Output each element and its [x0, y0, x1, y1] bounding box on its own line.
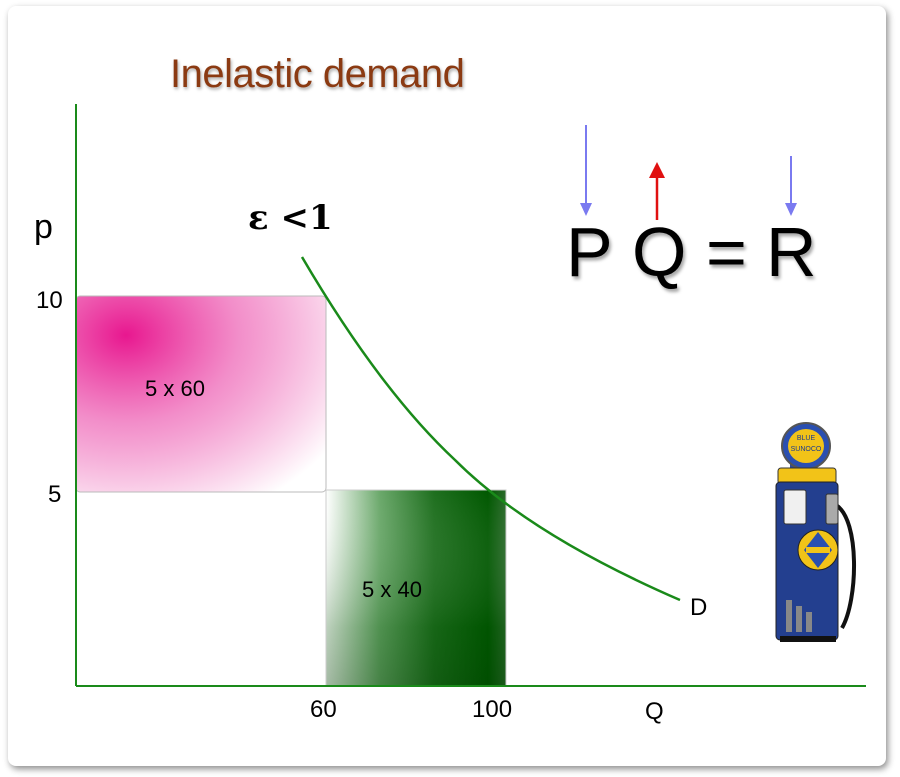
x-axis-label: Q [645, 698, 664, 725]
equation-q: Q [632, 213, 687, 291]
equation-p: P [566, 213, 613, 291]
y-axis-label: p [34, 208, 53, 246]
slide-title: Inelastic demand [170, 52, 465, 96]
x-tick-60: 60 [310, 696, 337, 723]
curve-label: D [690, 594, 708, 621]
area-pink-label: 5 x 60 [145, 376, 205, 401]
demand-curve [300, 256, 681, 602]
x-tick-100: 100 [472, 696, 513, 723]
pump-sign-top: BLUE [797, 435, 816, 442]
y-tick-10: 10 [36, 287, 63, 314]
equation-r: R [766, 213, 817, 291]
pump-sign-bottom: SUNOCO [791, 446, 822, 453]
elasticity-label: ε <1 [248, 198, 333, 238]
y-tick-5: 5 [48, 481, 62, 508]
gas-pump-icon: BLUE SUNOCO [775, 422, 856, 642]
equation-equals: = [706, 213, 747, 291]
area-green-label: 5 x 40 [362, 577, 422, 602]
